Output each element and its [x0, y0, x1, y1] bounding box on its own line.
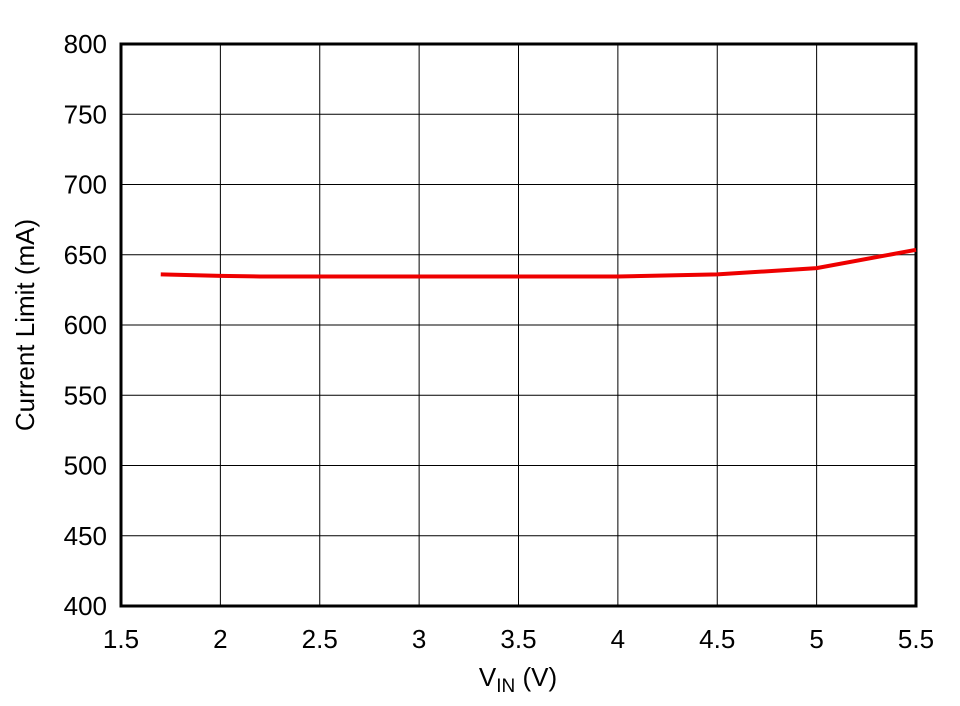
x-tick-label: 2.5: [302, 624, 338, 654]
x-axis-label: VIN (V): [479, 662, 557, 697]
x-tick-label: 5.5: [898, 624, 934, 654]
data-line: [160, 247, 917, 279]
y-tick-label: 600: [64, 310, 107, 340]
y-tick-label: 550: [64, 380, 107, 410]
x-tick-label: 3: [412, 624, 426, 654]
y-tick-label: 800: [64, 29, 107, 59]
x-label-main: V: [479, 662, 497, 692]
x-tick-label: 2: [213, 624, 227, 654]
y-tick-label: 650: [64, 240, 107, 270]
plot-frame: [119, 42, 918, 608]
x-label-subscript: IN: [496, 676, 515, 697]
y-tick-label: 700: [64, 170, 107, 200]
x-tick-label: 4.5: [699, 624, 735, 654]
y-tick-label: 400: [64, 591, 107, 621]
x-tick-label: 4: [611, 624, 625, 654]
x-label-suffix: (V): [515, 662, 557, 692]
x-tick-label: 5: [809, 624, 823, 654]
x-tick-label: 3.5: [500, 624, 536, 654]
y-tick-label: 500: [64, 451, 107, 481]
y-tick-label: 450: [64, 521, 107, 551]
y-axis-label: Current Limit (mA): [10, 219, 40, 431]
y-tick-label: 750: [64, 99, 107, 129]
x-tick-label: 1.5: [103, 624, 139, 654]
